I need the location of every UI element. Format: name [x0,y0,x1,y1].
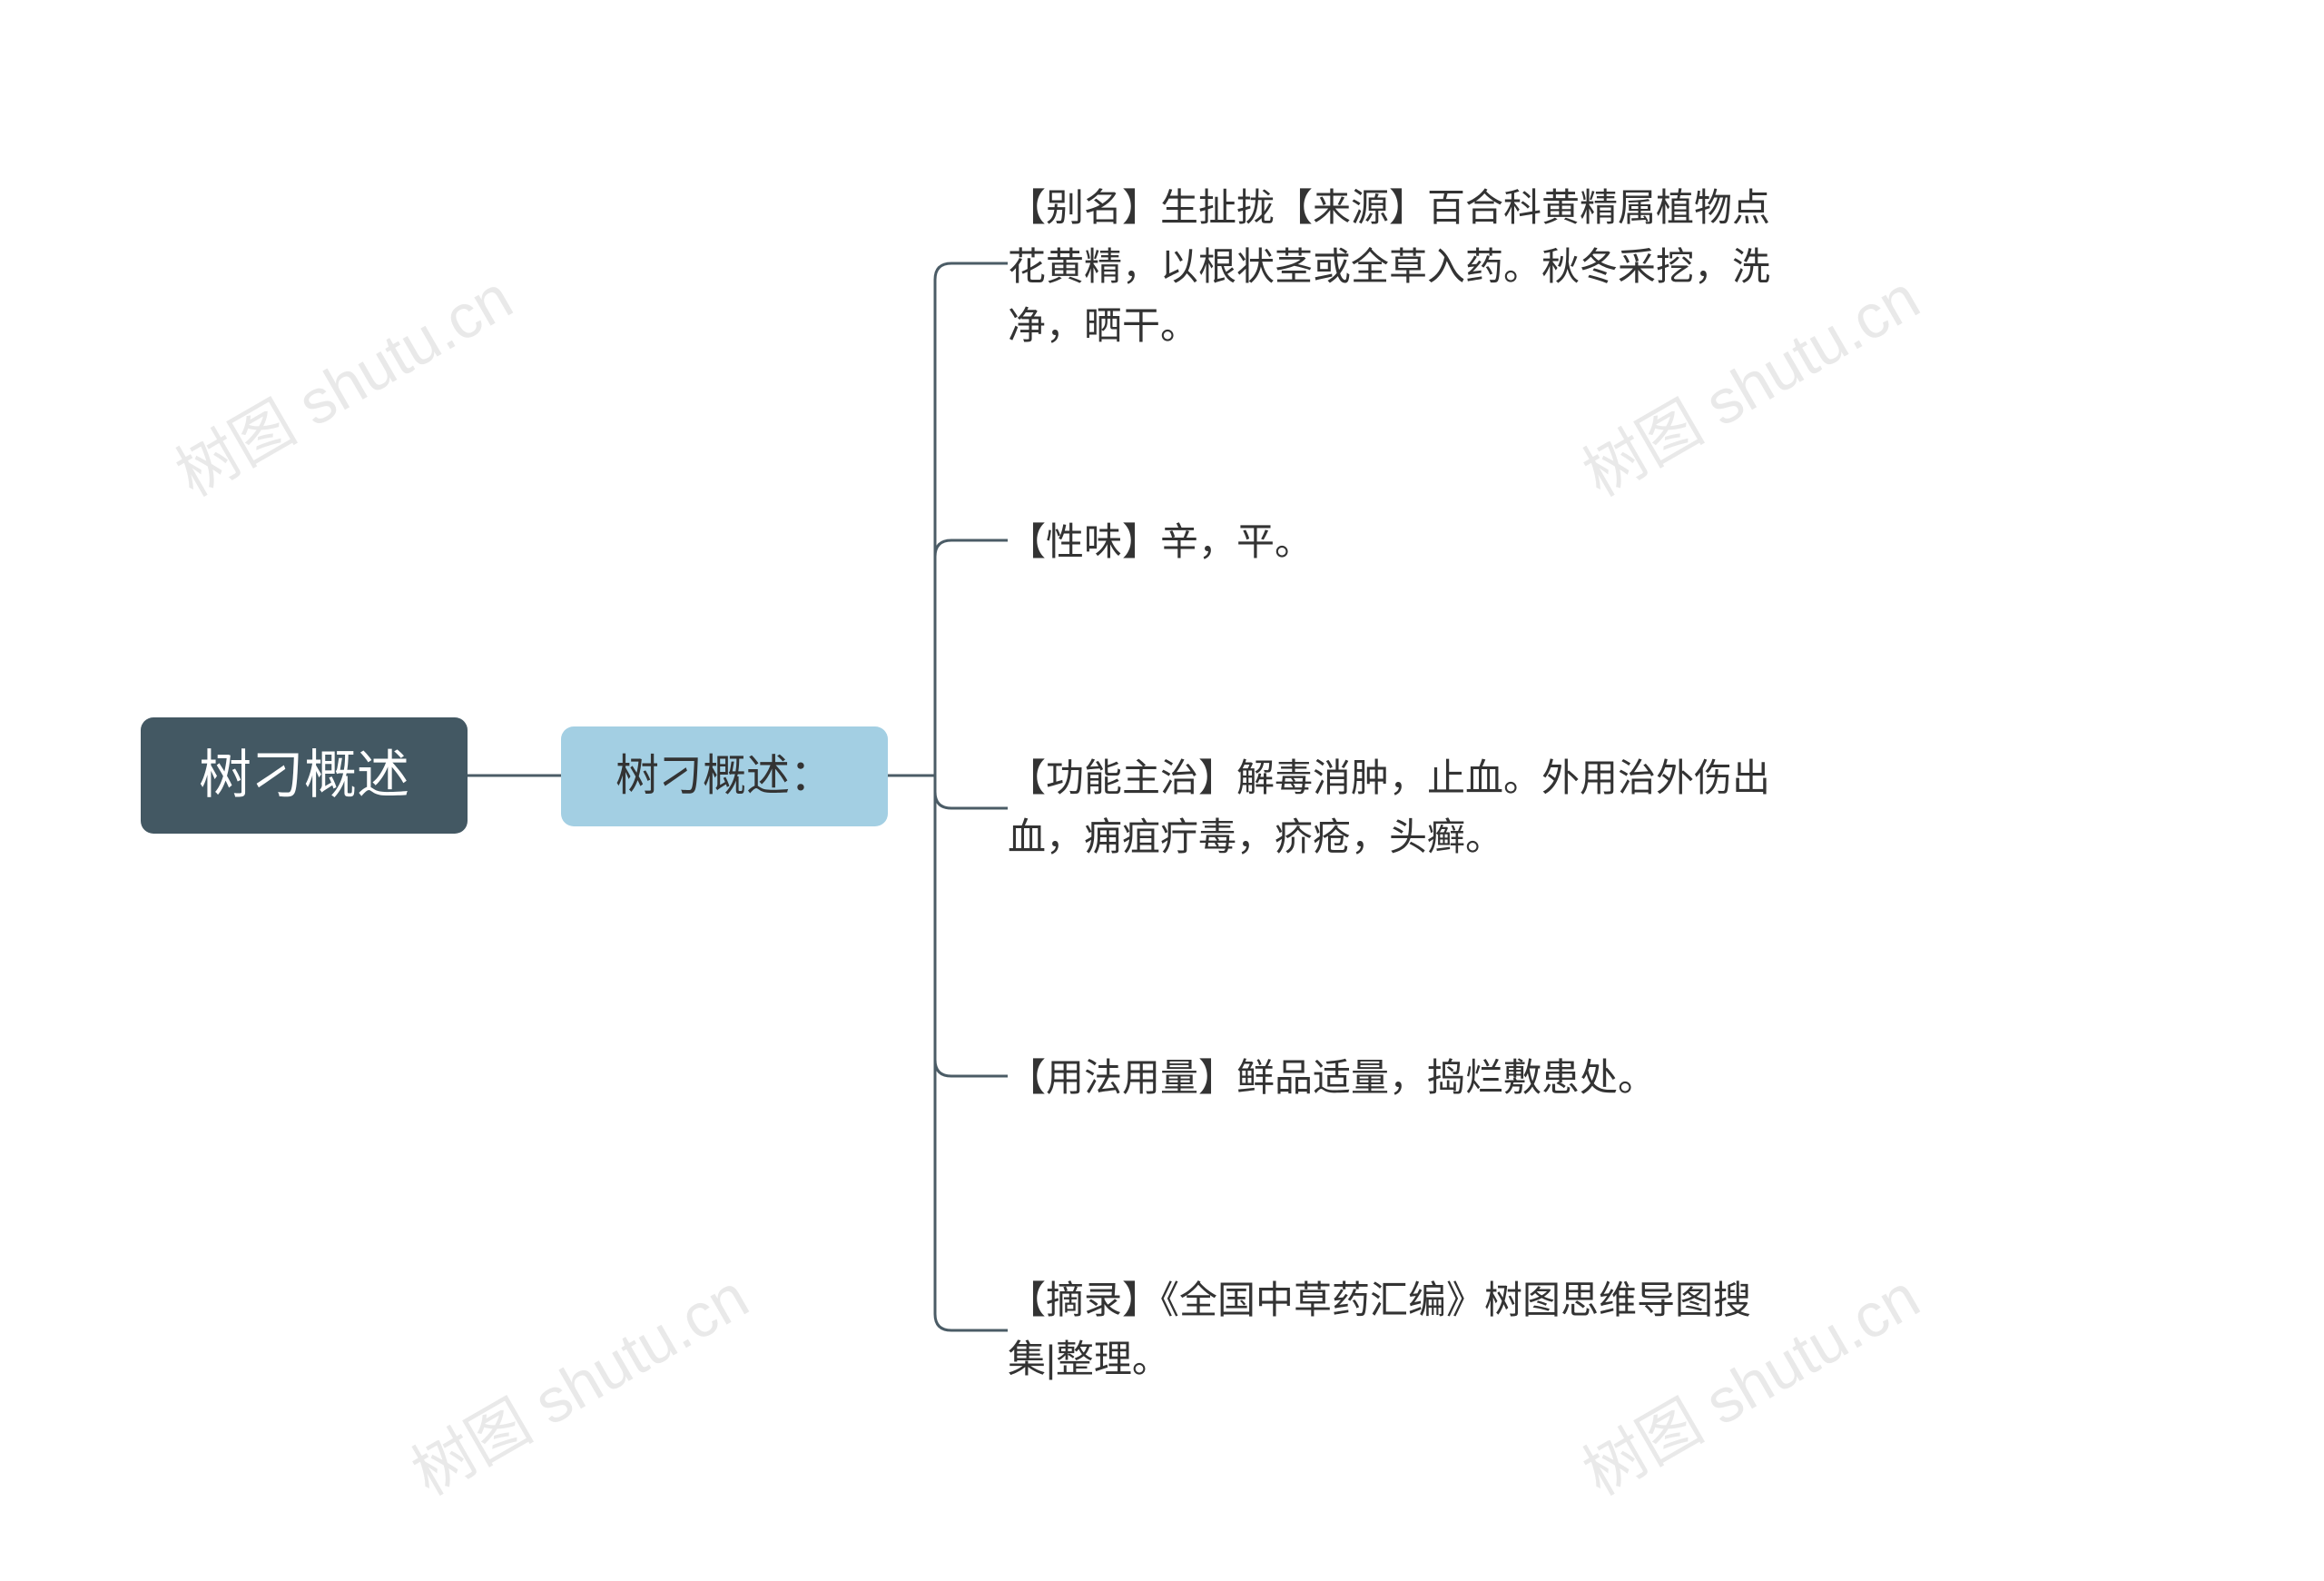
leaf-node-excerpt[interactable]: 【摘录】《全国中草药汇编》树图思维导图搜集|整理。 [1008,1267,1797,1392]
watermark: 树图 shutu.cn [157,249,526,514]
leaf-node-function[interactable]: 【功能主治】解毒消肿，止血。外用治外伤出血，痈疽疔毒，疥疮，头癣。 [1008,745,1797,870]
branch-node[interactable]: 树刁概述： [561,726,888,826]
watermark: 树图 shutu.cn [393,1248,762,1513]
leaf-node-usage[interactable]: 【用法用量】鲜品适量，捣烂敷患处。 [1008,1044,1797,1111]
root-node[interactable]: 树刁概述 [141,717,468,834]
leaf-node-flavor[interactable]: 【性味】辛，平。 [1008,509,1797,575]
mindmap-canvas: 树图 shutu.cn 树图 shutu.cn 树图 shutu.cn 树图 s… [0,0,2324,1581]
leaf-node-alias-source[interactable]: 【别名】生扯拢【来源】百合科黄精属植物点花黄精，以根状茎或全草入药。秋冬采挖，洗… [1008,174,1797,359]
